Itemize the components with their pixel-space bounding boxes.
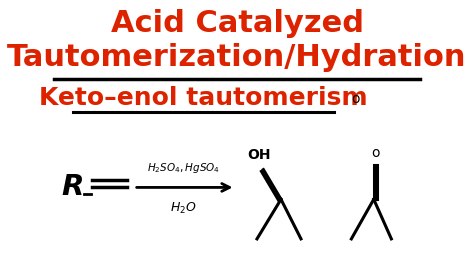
Text: $H_2O$: $H_2O$ — [170, 201, 197, 216]
Text: OH: OH — [247, 148, 271, 162]
Text: Acid Catalyzed: Acid Catalyzed — [110, 9, 364, 38]
Text: o: o — [371, 146, 380, 160]
Text: o: o — [351, 92, 360, 106]
Text: Tautomerization/Hydration: Tautomerization/Hydration — [7, 43, 467, 72]
Text: R: R — [62, 173, 84, 201]
Text: Keto–enol tautomerism: Keto–enol tautomerism — [39, 86, 368, 110]
Text: $H_2SO_4, HgSO_4$: $H_2SO_4, HgSO_4$ — [147, 161, 220, 174]
